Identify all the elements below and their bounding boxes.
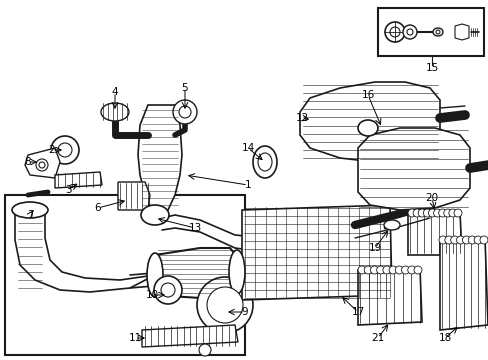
Ellipse shape <box>147 253 163 297</box>
Ellipse shape <box>39 162 45 168</box>
Ellipse shape <box>435 30 439 34</box>
Ellipse shape <box>423 209 430 217</box>
Ellipse shape <box>173 100 197 124</box>
Polygon shape <box>242 205 391 300</box>
Ellipse shape <box>357 266 365 274</box>
Text: 7: 7 <box>27 210 33 220</box>
Polygon shape <box>142 325 238 347</box>
Text: 12: 12 <box>295 113 308 123</box>
Ellipse shape <box>179 106 191 118</box>
Text: 21: 21 <box>370 333 384 343</box>
Ellipse shape <box>433 209 441 217</box>
Text: 1: 1 <box>244 180 251 190</box>
Text: 3: 3 <box>64 185 71 195</box>
Ellipse shape <box>370 266 378 274</box>
Text: 13: 13 <box>188 223 201 233</box>
Ellipse shape <box>407 266 415 274</box>
Ellipse shape <box>388 266 396 274</box>
Ellipse shape <box>406 29 412 35</box>
Ellipse shape <box>453 209 461 217</box>
Polygon shape <box>439 238 487 330</box>
Ellipse shape <box>407 209 415 217</box>
Polygon shape <box>55 172 102 188</box>
Ellipse shape <box>401 266 409 274</box>
Text: 10: 10 <box>145 290 158 300</box>
Ellipse shape <box>473 236 481 244</box>
Text: 9: 9 <box>241 307 248 317</box>
Ellipse shape <box>252 146 276 178</box>
Polygon shape <box>25 148 60 178</box>
Ellipse shape <box>394 266 403 274</box>
Ellipse shape <box>412 209 420 217</box>
Ellipse shape <box>228 250 244 294</box>
Bar <box>377 8 483 56</box>
Ellipse shape <box>427 209 436 217</box>
Text: 5: 5 <box>182 83 188 93</box>
Ellipse shape <box>141 205 169 225</box>
Text: 8: 8 <box>24 157 31 167</box>
Ellipse shape <box>101 103 129 121</box>
Polygon shape <box>357 128 469 210</box>
Ellipse shape <box>444 236 452 244</box>
Ellipse shape <box>364 266 371 274</box>
Polygon shape <box>357 268 421 325</box>
Ellipse shape <box>357 120 377 136</box>
Text: 11: 11 <box>128 333 142 343</box>
Ellipse shape <box>154 276 182 304</box>
Ellipse shape <box>443 209 451 217</box>
Polygon shape <box>299 82 439 162</box>
Ellipse shape <box>206 287 243 323</box>
Ellipse shape <box>438 236 446 244</box>
Text: 19: 19 <box>367 243 381 253</box>
Polygon shape <box>118 182 150 210</box>
Ellipse shape <box>450 236 458 244</box>
Ellipse shape <box>36 159 48 171</box>
Ellipse shape <box>258 153 271 171</box>
Text: 4: 4 <box>111 87 118 97</box>
Ellipse shape <box>479 236 487 244</box>
Ellipse shape <box>432 28 442 36</box>
Ellipse shape <box>417 209 426 217</box>
Ellipse shape <box>413 266 421 274</box>
Text: 16: 16 <box>361 90 374 100</box>
Ellipse shape <box>376 266 384 274</box>
Text: 20: 20 <box>425 193 438 203</box>
Text: 18: 18 <box>437 333 451 343</box>
Ellipse shape <box>389 27 399 37</box>
Text: 14: 14 <box>241 143 254 153</box>
Polygon shape <box>138 105 182 215</box>
Polygon shape <box>454 24 468 40</box>
Ellipse shape <box>448 209 456 217</box>
Text: 17: 17 <box>351 307 364 317</box>
Text: 15: 15 <box>425 63 438 73</box>
Bar <box>5 195 244 355</box>
Ellipse shape <box>51 136 79 164</box>
Polygon shape <box>407 212 461 255</box>
Ellipse shape <box>384 22 404 42</box>
Polygon shape <box>155 248 238 298</box>
Text: 6: 6 <box>95 203 101 213</box>
Ellipse shape <box>199 344 210 356</box>
Ellipse shape <box>161 283 175 297</box>
Ellipse shape <box>12 202 48 218</box>
Ellipse shape <box>402 25 416 39</box>
Ellipse shape <box>58 143 72 157</box>
Ellipse shape <box>383 220 399 230</box>
Polygon shape <box>15 210 155 292</box>
Ellipse shape <box>468 236 475 244</box>
Ellipse shape <box>438 209 446 217</box>
Text: 2: 2 <box>49 145 55 155</box>
Ellipse shape <box>197 277 252 333</box>
Ellipse shape <box>382 266 390 274</box>
Ellipse shape <box>456 236 464 244</box>
Ellipse shape <box>462 236 469 244</box>
